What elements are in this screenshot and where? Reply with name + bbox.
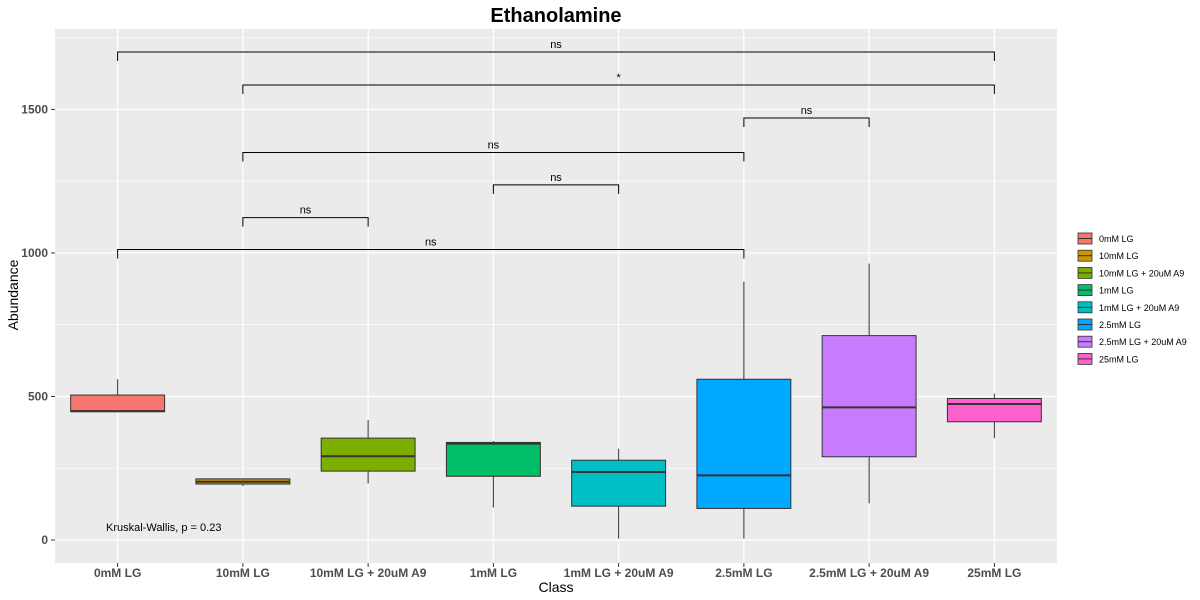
x-tick-label: 10mM LG — [216, 566, 270, 580]
significance-label: ns — [801, 105, 813, 117]
legend-label: 0mM LG — [1099, 234, 1134, 244]
box-1mm-lg-20um-a9 — [571, 459, 667, 507]
box-25mm-lg — [946, 397, 1042, 423]
legend-label: 25mM LG — [1099, 354, 1139, 364]
significance-label: ns — [488, 139, 500, 151]
legend: 0mM LG 10mM LG 10mM LG + 20uM A9 1mM LG 1mM … — [1077, 232, 1187, 365]
significance-label: ns — [550, 39, 562, 51]
comparison-bracket — [117, 51, 995, 61]
x-tick-label: 10mM LG + 20uM A9 — [310, 566, 427, 580]
x-tick-label: 1mM LG + 20uM A9 — [564, 566, 674, 580]
comparison-bracket — [242, 151, 745, 162]
significance-label: ns — [550, 172, 562, 184]
significance-label: * — [616, 72, 621, 84]
y-tick-label: 0 — [41, 533, 48, 547]
y-tick-label: 1500 — [21, 102, 48, 116]
significance-label: ns — [300, 205, 312, 217]
x-axis-title: Class — [538, 579, 573, 595]
legend-label: 2.5mM LG — [1099, 320, 1141, 330]
comparison-bracket — [117, 248, 745, 259]
x-tick-label: 2.5mM LG — [715, 566, 772, 580]
y-axis-title: Abundance — [5, 259, 21, 330]
kruskal-wallis-annotation: Kruskal-Wallis, p = 0.23 — [106, 522, 221, 534]
x-tick-label: 0mM LG — [94, 566, 141, 580]
comparison-bracket — [492, 184, 620, 194]
legend-label: 10mM LG + 20uM A9 — [1099, 268, 1184, 278]
legend-label: 10mM LG — [1099, 251, 1139, 261]
box-0mm-lg — [70, 394, 166, 413]
comparison-bracket — [242, 217, 369, 227]
x-tick-label: 2.5mM LG + 20uM A9 — [809, 566, 929, 580]
x-tick-label: 1mM LG — [470, 566, 517, 580]
plot-panel — [55, 29, 1057, 563]
box-10mm-lg-20um-a9 — [320, 437, 416, 472]
comparison-bracket — [743, 117, 870, 127]
y-tick-label: 1000 — [21, 246, 48, 260]
legend-label: 2.5mM LG + 20uM A9 — [1099, 337, 1187, 347]
y-tick-label: 500 — [28, 389, 48, 403]
chart-title: Ethanolamine — [490, 5, 621, 27]
legend-label: 1mM LG — [1099, 286, 1134, 296]
box-1mm-lg — [445, 441, 541, 477]
box-2-5mm-lg-20um-a9 — [821, 335, 917, 458]
comparison-bracket — [242, 84, 995, 94]
significance-label: ns — [425, 236, 437, 248]
x-tick-label: 25mM LG — [967, 566, 1021, 580]
box-2-5mm-lg — [696, 378, 792, 509]
legend-label: 1mM LG + 20uM A9 — [1099, 303, 1179, 313]
